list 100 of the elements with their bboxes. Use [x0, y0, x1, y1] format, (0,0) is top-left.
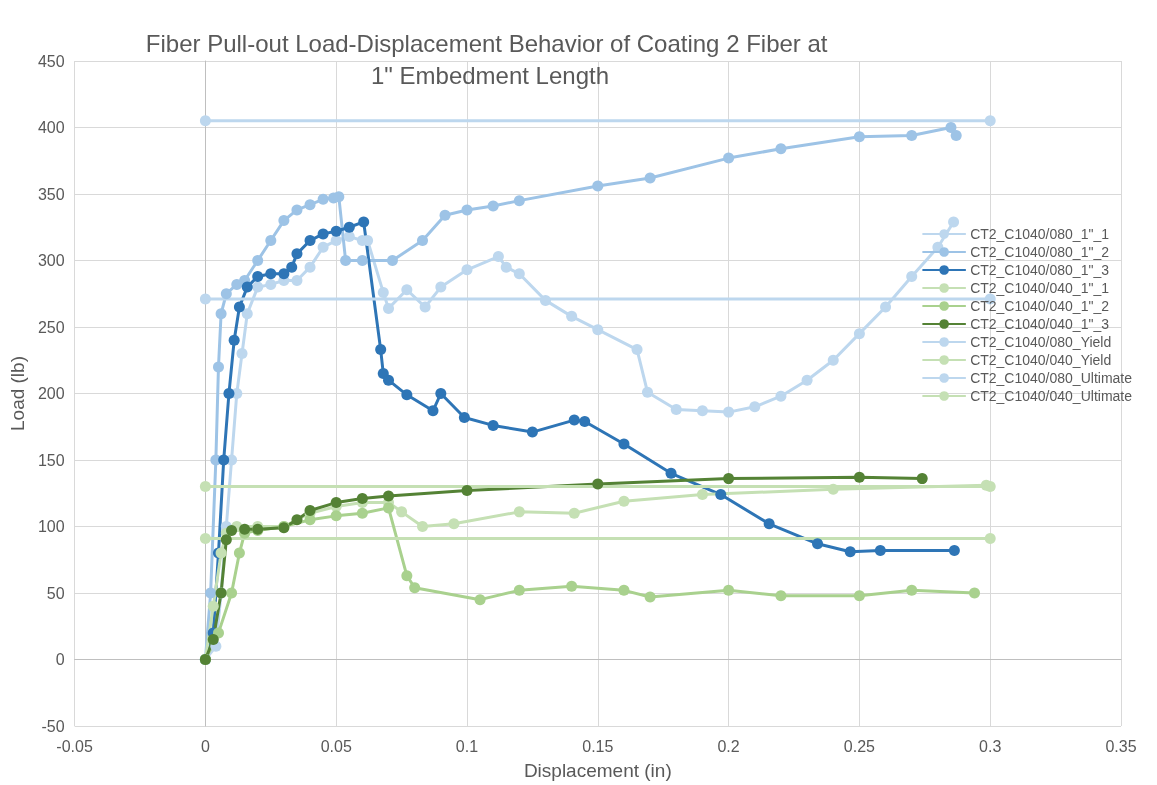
point [566, 310, 578, 322]
point [427, 405, 439, 417]
point [715, 489, 727, 501]
y-tick-label: 350 [37, 185, 65, 203]
y-tick-label: 50 [46, 584, 65, 602]
x-tick-label: 0.05 [320, 737, 352, 755]
point [199, 532, 211, 544]
point [775, 143, 787, 155]
point [539, 294, 551, 306]
point [487, 419, 499, 431]
x-tick-label: 0.15 [582, 737, 614, 755]
legend-label: CT2_C1040/040_1"_1 [970, 280, 1110, 296]
legend-label: CT2_C1040/080_1"_1 [970, 226, 1110, 242]
point [513, 584, 525, 596]
point [618, 438, 630, 450]
legend-label: CT2_C1040/040_1"_2 [970, 298, 1110, 314]
point [265, 268, 277, 280]
point [775, 590, 787, 602]
point [853, 131, 865, 143]
point [749, 401, 761, 413]
point [448, 518, 460, 530]
point [401, 389, 413, 401]
point [969, 587, 980, 599]
point [286, 261, 298, 273]
point [330, 510, 342, 522]
point [435, 388, 447, 399]
legend-label: CT2_C1040/040_Yield [970, 352, 1112, 368]
point [356, 507, 368, 519]
point [241, 308, 253, 320]
y-tick-label: 450 [37, 52, 65, 70]
point [383, 490, 395, 502]
point [948, 544, 960, 556]
point [439, 209, 451, 221]
point [317, 228, 329, 240]
point [812, 538, 824, 550]
point [775, 390, 787, 402]
point [880, 301, 892, 313]
point [233, 301, 245, 313]
point [500, 261, 512, 273]
point [239, 523, 251, 535]
point [618, 584, 630, 596]
point [343, 221, 355, 233]
point [212, 361, 224, 373]
point [513, 268, 525, 280]
y-tick-label: 400 [37, 119, 65, 136]
point [383, 302, 395, 314]
point [844, 546, 856, 558]
point [723, 473, 735, 485]
point [304, 235, 316, 247]
point [670, 403, 682, 415]
point [461, 485, 473, 497]
legend-label: CT2_C1040/040_1"_3 [970, 316, 1110, 332]
point [358, 216, 370, 228]
point [723, 152, 735, 164]
point [401, 570, 413, 582]
point [317, 241, 329, 253]
point [853, 471, 865, 483]
point [696, 489, 708, 501]
point [665, 467, 677, 479]
point [377, 286, 389, 298]
point [874, 544, 886, 556]
point [579, 415, 591, 427]
point [618, 495, 630, 507]
point [199, 293, 211, 305]
point [215, 308, 227, 320]
point [723, 584, 735, 596]
point [401, 284, 413, 296]
y-tick-label: -50 [41, 717, 65, 735]
point [592, 180, 604, 192]
x-tick-label: 0.3 [979, 737, 1002, 755]
point [461, 264, 473, 276]
point [906, 129, 918, 141]
point [383, 374, 395, 386]
point [317, 193, 329, 205]
point [417, 521, 429, 532]
point [207, 634, 219, 646]
point [220, 288, 232, 300]
point [984, 115, 996, 127]
point [291, 514, 303, 526]
point [827, 483, 839, 495]
point [226, 524, 238, 536]
chart-title: Fiber Pull-out Load-Displacement Behavior of Coating 2 Fiber at 1" Embedment Length [145, 29, 835, 89]
point [228, 334, 240, 346]
point [945, 122, 957, 133]
legend-label: CT2_C1040/080_Ultimate [970, 370, 1133, 386]
point [458, 411, 470, 423]
x-tick-label: 0.35 [1105, 737, 1137, 755]
point [265, 278, 277, 290]
y-axis-title: Load (lb) [7, 356, 28, 431]
point [487, 200, 499, 212]
x-tick-label: 0 [200, 737, 210, 755]
y-tick-label: 0 [55, 651, 65, 668]
point [226, 587, 238, 599]
point [409, 582, 421, 594]
point [356, 493, 368, 505]
point [223, 388, 235, 399]
point [291, 204, 303, 216]
point [252, 270, 264, 282]
point [916, 473, 928, 485]
point [330, 497, 342, 509]
